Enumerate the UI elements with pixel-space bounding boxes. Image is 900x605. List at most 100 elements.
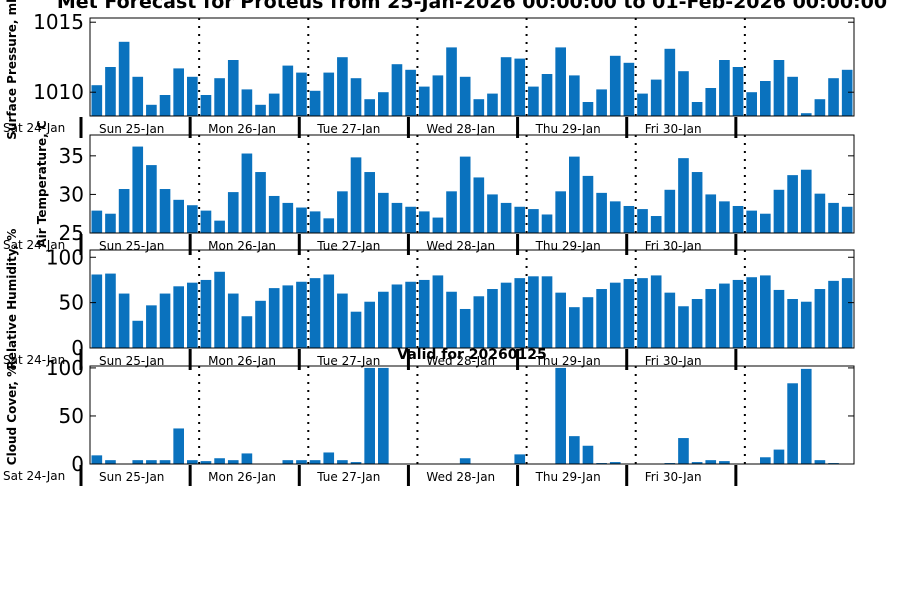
temperature-day-label: Sat 24-Jan — [3, 238, 65, 252]
humidity-bar — [609, 282, 621, 348]
pressure-bar — [473, 99, 485, 116]
cloud-cover-bar — [719, 461, 730, 464]
humidity-bar — [541, 276, 553, 348]
pressure-bar — [364, 99, 375, 116]
temperature-bar — [487, 194, 498, 233]
temperature-bar — [296, 207, 307, 233]
pressure-bar — [446, 47, 457, 116]
humidity-bar — [650, 275, 662, 348]
pressure-bar — [146, 104, 157, 116]
temperature-bar — [241, 153, 253, 233]
temperature-bar — [418, 211, 430, 233]
humidity-bar — [773, 289, 785, 348]
pressure-day-label: Thu 29-Jan — [535, 122, 601, 136]
pressure-ylabel: Surface Pressure, mb — [5, 0, 19, 140]
temperature-bar — [609, 201, 621, 233]
cloud-cover-bar — [91, 455, 103, 464]
cloud-cover-bar — [378, 367, 389, 464]
pressure-bar — [309, 90, 321, 116]
temperature-bar — [760, 213, 771, 233]
humidity-bar — [173, 286, 184, 348]
humidity-bar — [732, 279, 744, 348]
pressure-bar — [255, 104, 266, 116]
pressure-bar — [159, 95, 171, 116]
temperature-day-label: Mon 26-Jan — [208, 239, 276, 253]
pressure-day-label: Mon 26-Jan — [208, 122, 276, 136]
humidity-bar — [337, 293, 348, 348]
humidity-bar — [514, 278, 526, 348]
temperature-bar — [514, 206, 526, 233]
humidity-bar — [528, 276, 539, 348]
pressure-bar — [787, 76, 798, 116]
pressure-bar — [118, 41, 130, 116]
humidity-bar — [500, 282, 512, 348]
humidity-bar — [760, 275, 771, 348]
humidity-bar — [255, 300, 266, 348]
humidity-bar — [678, 306, 689, 348]
cloud-cover-bar — [760, 457, 771, 464]
temperature-day-label: Wed 28-Jan — [426, 239, 495, 253]
humidity-bar — [828, 280, 839, 348]
cloud-cover-day-label: Thu 29-Jan — [535, 470, 601, 484]
pressure-day-label: Sat 24-Jan — [3, 121, 65, 135]
pressure-bar — [828, 78, 839, 116]
pressure-bar — [637, 93, 648, 116]
temperature-day-label: Tue 27-Jan — [316, 239, 380, 253]
cloud-cover-bar — [582, 445, 594, 464]
pressure-bar — [650, 79, 662, 116]
temperature-bar — [541, 214, 553, 233]
pressure-bar — [746, 92, 757, 116]
humidity-bar — [432, 275, 444, 348]
pressure-bar — [391, 64, 403, 116]
pressure-panel: 1010 1015 Sat 24-Jan Sun 25-Jan Mon 26-Jan Tu… — [3, 0, 855, 140]
humidity-day-label: Thu 29-Jan — [535, 354, 601, 368]
cloud-cover-bar — [227, 460, 239, 464]
pressure-bar — [569, 75, 580, 116]
pressure-bar — [691, 102, 703, 116]
temperature-bar — [146, 165, 157, 233]
temperature-bar — [323, 218, 335, 233]
pressure-bar — [609, 55, 621, 116]
cloud-cover-bar — [200, 461, 212, 464]
humidity-bar — [691, 299, 703, 348]
cloud-cover-bar — [609, 462, 621, 464]
temperature-ylabel: Air Temperature, C — [35, 120, 49, 248]
temperature-bar — [691, 172, 703, 233]
temperature-day-label: Fri 30-Jan — [645, 239, 702, 253]
humidity-bar — [582, 297, 594, 348]
cloud-cover-day-label: Tue 27-Jan — [316, 470, 380, 484]
temperature-bar — [255, 172, 266, 233]
temperature-bar — [773, 189, 785, 233]
temperature-bar — [405, 206, 416, 233]
cloud-cover-bar — [159, 460, 171, 464]
temperature-bar — [637, 209, 648, 233]
humidity-bar — [105, 273, 116, 348]
temperature-bar — [569, 156, 580, 233]
pressure-bar — [378, 92, 389, 116]
temperature-bar — [91, 210, 103, 233]
cloud-cover-bar — [800, 368, 812, 464]
temperature-bar — [596, 192, 607, 233]
humidity-bar — [296, 281, 307, 348]
temperature-bar — [118, 189, 130, 233]
temperature-bar — [841, 206, 853, 233]
cloud-cover-day-label: Mon 26-Jan — [208, 470, 276, 484]
cloud-cover-day-label: Sat 24-Jan — [3, 469, 65, 483]
cloud-cover-bar — [555, 367, 566, 464]
pressure-ytick-label: 1015 — [33, 10, 84, 34]
pressure-bar — [91, 85, 103, 116]
cloud-cover-bar — [187, 460, 198, 464]
humidity-bar — [800, 301, 812, 348]
pressure-bar — [105, 67, 116, 116]
temperature-bar — [132, 146, 144, 233]
humidity-bar — [459, 308, 471, 348]
temperature-bar — [828, 202, 839, 233]
temperature-bar — [528, 209, 539, 233]
humidity-bar — [132, 320, 144, 348]
pressure-bar — [432, 75, 444, 116]
pressure-bar — [678, 71, 689, 116]
humidity-bar — [91, 274, 103, 348]
pressure-bar — [500, 57, 512, 116]
pressure-bar — [241, 89, 253, 116]
